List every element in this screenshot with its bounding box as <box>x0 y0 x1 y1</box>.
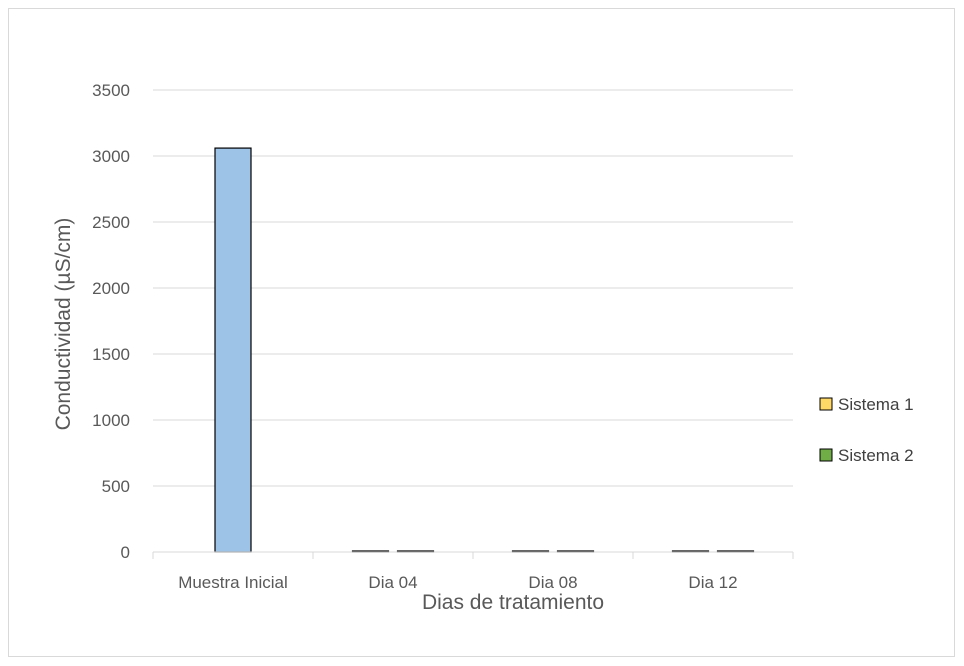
x-tick-label: Dia 12 <box>688 573 737 592</box>
legend-swatch <box>819 448 833 462</box>
bars <box>214 147 755 553</box>
y-tick-label: 1500 <box>92 345 130 364</box>
y-axis-title: Conductividad (µS/cm) <box>52 218 75 431</box>
y-tick-label: 500 <box>102 477 130 496</box>
y-tick-labels: 0 500 1000 1500 2000 2500 3000 3500 <box>92 81 130 562</box>
legend: Sistema 1 Sistema 2 <box>819 395 914 465</box>
x-axis-title: Dias de tratamiento <box>422 591 604 614</box>
chart-frame <box>8 8 955 657</box>
legend-swatch <box>819 397 833 411</box>
y-tick-label: 3000 <box>92 147 130 166</box>
gridlines <box>153 89 793 487</box>
legend-label: Sistema 1 <box>838 395 914 414</box>
y-tick-label: 1000 <box>92 411 130 430</box>
y-tick-label: 0 <box>121 543 130 562</box>
x-tick-label: Dia 08 <box>528 573 577 592</box>
x-axis <box>152 551 794 559</box>
y-tick-label: 3500 <box>92 81 130 100</box>
x-tick-label: Dia 04 <box>368 573 417 592</box>
y-tick-label: 2500 <box>92 213 130 232</box>
legend-label: Sistema 2 <box>838 446 914 465</box>
x-tick-labels: Muestra Inicial Dia 04 Dia 08 Dia 12 <box>178 573 737 592</box>
x-tick-label: Muestra Inicial <box>178 573 288 592</box>
bar <box>214 147 252 553</box>
y-tick-label: 2000 <box>92 279 130 298</box>
